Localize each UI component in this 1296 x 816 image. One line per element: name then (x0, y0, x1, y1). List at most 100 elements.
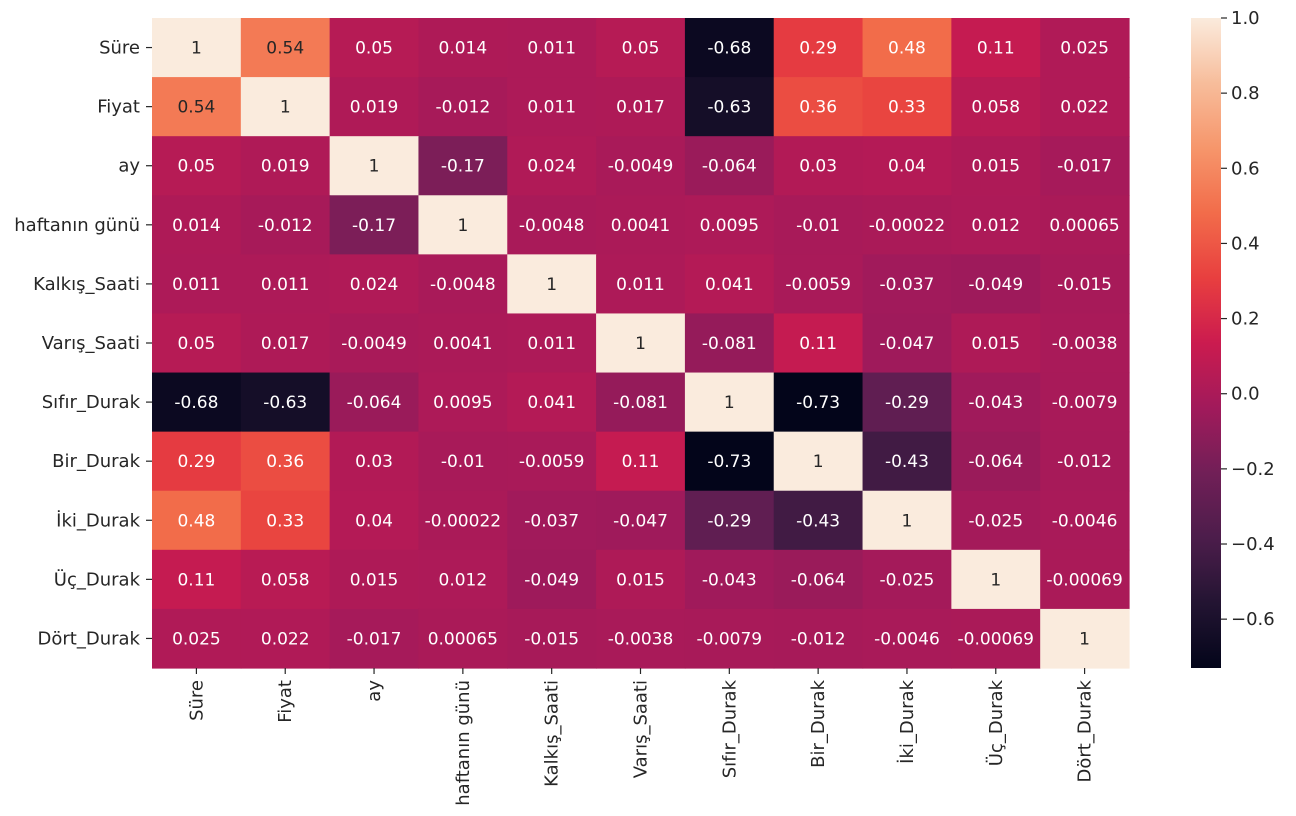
heatmap-cell (1040, 490, 1130, 551)
cell-value-label: 0.058 (971, 98, 1020, 118)
heatmap-cell (418, 608, 508, 669)
heatmap-cell (951, 431, 1041, 492)
heatmap-cell (773, 431, 864, 492)
cell-value-label: 1 (1079, 629, 1090, 649)
colorbar-tick-label: −0.4 (1231, 534, 1275, 555)
cell-value-label: 0.014 (439, 39, 488, 59)
cell-value-label: -0.0079 (697, 629, 763, 649)
cell-value-label: 0.05 (622, 39, 660, 59)
heatmap-cell (1040, 372, 1130, 433)
cell-value-label: 1 (191, 39, 202, 59)
cell-value-label: 0.011 (616, 275, 665, 295)
cell-value-label: 0.29 (799, 39, 837, 59)
cell-value-label: 0.0041 (433, 334, 492, 354)
cell-value-label: 1 (990, 570, 1001, 590)
cell-value-label: 0.017 (616, 98, 665, 118)
cell-value-label: -0.064 (791, 570, 846, 590)
cell-value-label: -0.0048 (519, 216, 585, 236)
cell-value-label: -0.43 (885, 452, 929, 472)
cell-value-label: -0.63 (263, 393, 307, 413)
heatmap-cell (951, 490, 1041, 551)
cell-value-label: 0.05 (355, 39, 393, 59)
x-tick-label: Fiyat (275, 680, 296, 723)
cell-value-label: 0.017 (261, 334, 310, 354)
cell-value-label: -0.012 (258, 216, 313, 236)
cell-value-label: 0.015 (350, 570, 399, 590)
heatmap-cell (507, 18, 597, 78)
x-tick-label: ay (364, 680, 385, 702)
heatmap-cell (596, 77, 686, 137)
colorbar-tick-label: 1.0 (1231, 8, 1260, 29)
heatmap-cell (152, 195, 242, 255)
heatmap-cell (418, 549, 508, 610)
cell-value-label: -0.00069 (1046, 570, 1122, 590)
heatmap-cell (773, 372, 864, 433)
heatmap-cell (684, 313, 775, 374)
heatmap-cell (507, 136, 597, 196)
cell-value-label: 0.0095 (433, 393, 492, 413)
heatmap-cell (773, 549, 864, 610)
heatmap-cell (684, 608, 775, 669)
cell-value-label: 0.11 (177, 570, 215, 590)
heatmap-cell (951, 313, 1041, 374)
cell-value-label: 1 (546, 275, 557, 295)
heatmap-cell (773, 490, 864, 551)
cell-value-label: 0.025 (1060, 39, 1109, 59)
heatmap-cell (418, 136, 508, 196)
heatmap-cell (329, 490, 420, 551)
cell-value-label: 0.48 (177, 511, 215, 531)
heatmap-cell (684, 490, 775, 551)
x-tick-label: Süre (186, 680, 207, 721)
heatmap-cell (152, 490, 242, 551)
heatmap-cell (773, 195, 864, 255)
cell-value-label: -0.0059 (785, 275, 851, 295)
heatmap-cell (862, 254, 952, 315)
heatmap-cell (240, 431, 331, 492)
heatmap-cell (418, 254, 508, 315)
heatmap-cell (773, 18, 864, 78)
heatmap-cell (1040, 18, 1130, 78)
cell-value-label: -0.081 (702, 334, 757, 354)
cell-value-label: 0.04 (888, 157, 926, 177)
heatmap-cell (773, 313, 864, 374)
cell-value-label: -0.0038 (1052, 334, 1118, 354)
cell-value-label: 0.48 (888, 39, 926, 59)
cell-value-label: -0.0046 (1052, 511, 1118, 531)
y-tick-label: Bir_Durak (52, 451, 140, 472)
heatmap-cell (596, 490, 686, 551)
heatmap-cell (507, 77, 597, 137)
heatmap-cell (951, 372, 1041, 433)
heatmap-cell (951, 254, 1041, 315)
colorbar-tick-label: 0.0 (1231, 384, 1260, 405)
cell-value-label: -0.0038 (608, 629, 674, 649)
heatmap-cell (684, 136, 775, 196)
heatmap-cell (329, 608, 420, 669)
heatmap-cell (1040, 608, 1130, 669)
heatmap-cell (329, 431, 420, 492)
colorbar-tick-label: −0.2 (1231, 459, 1275, 480)
y-tick-label: Dört_Durak (38, 628, 141, 649)
cell-value-label: -0.043 (968, 393, 1023, 413)
heatmap-cell (240, 136, 331, 196)
cell-value-label: 0.04 (355, 511, 393, 531)
heatmap-cell (240, 18, 331, 78)
heatmap-cell (951, 77, 1041, 137)
cell-value-label: -0.064 (702, 157, 757, 177)
y-tick-label: Kalkış_Saati (33, 274, 140, 295)
cell-value-label: -0.0049 (341, 334, 407, 354)
y-tick-label: Sıfır_Durak (42, 392, 141, 413)
cell-value-label: 0.025 (172, 629, 221, 649)
cell-value-label: 0.024 (350, 275, 399, 295)
heatmap-cell (329, 18, 420, 78)
heatmap-cell (329, 254, 420, 315)
cell-value-label: -0.0049 (608, 157, 674, 177)
cell-value-label: 0.03 (799, 157, 837, 177)
cell-value-label: -0.017 (347, 629, 402, 649)
cell-value-label: 0.54 (266, 39, 304, 59)
heatmap-cell (240, 490, 331, 551)
cell-value-label: 0.03 (355, 452, 393, 472)
cell-value-label: 0.011 (261, 275, 310, 295)
heatmap-cell (418, 77, 508, 137)
y-tick-labels: Süre Fiyat ay haftanın günü Kalkış_Saati Varı… (14, 38, 152, 649)
heatmap-cell (684, 195, 775, 255)
